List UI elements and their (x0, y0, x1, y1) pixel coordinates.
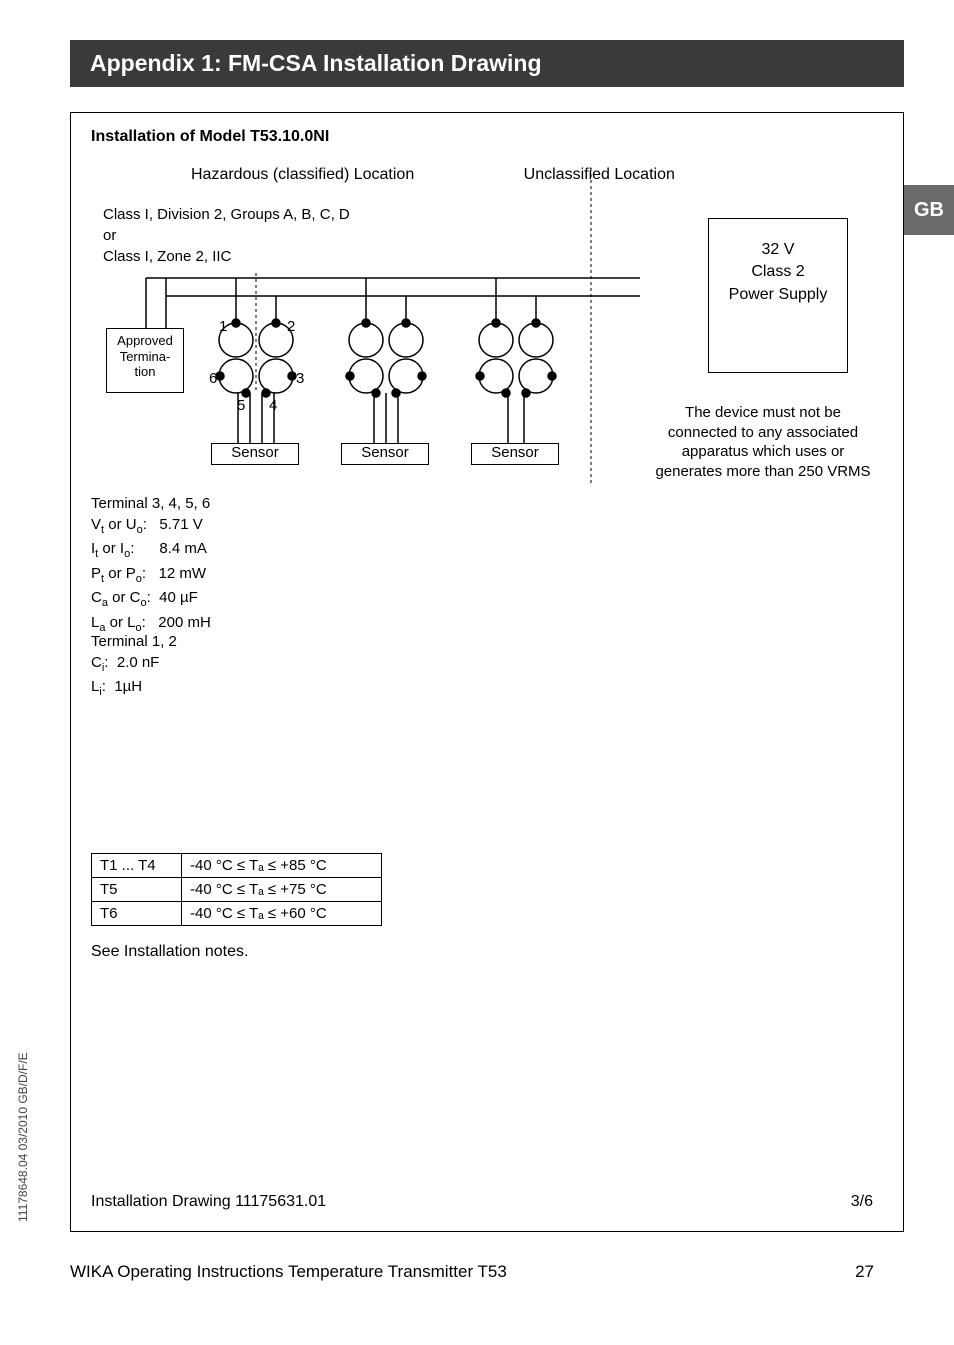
termination-line-2: Termina- (120, 349, 171, 364)
termination-line-1: Approved (117, 333, 173, 348)
document-number-vertical: 11178648.04 03/2010 GB/D/F/E (16, 1052, 30, 1222)
pin-4-label: 4 (269, 397, 277, 414)
footer-title: WIKA Operating Instructions Temperature … (70, 1262, 507, 1282)
pin-1-label: 1 (219, 318, 227, 335)
temp-range-cell: -40 °C ≤ Tₐ ≤ +85 °C (182, 854, 382, 878)
unclassified-label: Unclassified Location (524, 166, 675, 184)
param-row-ca: Ca or Co: 40 µF (91, 587, 211, 611)
see-notes-text: See Installation notes. (91, 943, 248, 961)
param-row-pt: Pt or Po: 12 mW (91, 563, 211, 587)
drawing-frame: Installation of Model T53.10.0NI Hazardo… (70, 112, 904, 1232)
temperature-class-table: T1 ... T4 -40 °C ≤ Tₐ ≤ +85 °C T5 -40 °C… (91, 853, 382, 926)
sensor-box-3: Sensor (471, 443, 559, 465)
termination-box: Approved Termina- tion (106, 328, 184, 393)
pin-3-label: 3 (296, 370, 304, 387)
param-row-vt: Vt or Uo: 5.71 V (91, 514, 211, 538)
page-fraction-label: 3/6 (851, 1193, 873, 1211)
voltage-warning-note: The device must not be connected to any … (653, 403, 873, 481)
termination-line-3: tion (135, 364, 156, 379)
pin-6-label: 6 (209, 370, 217, 387)
params-3456-title: Terminal 3, 4, 5, 6 (91, 493, 211, 514)
ps-class: Class 2 (709, 261, 847, 283)
temp-range-cell: -40 °C ≤ Tₐ ≤ +75 °C (182, 878, 382, 902)
footer-page-number: 27 (855, 1262, 874, 1282)
location-header-row: Hazardous (classified) Location Unclassi… (91, 166, 883, 184)
temp-class-cell: T6 (92, 902, 182, 926)
sensor-box-2: Sensor (341, 443, 429, 465)
drawing-id-label: Installation Drawing 11175631.01 (91, 1193, 326, 1211)
params-12-title: Terminal 1, 2 (91, 631, 177, 652)
language-tab: GB (904, 185, 954, 235)
temp-range-cell: -40 °C ≤ Tₐ ≤ +60 °C (182, 902, 382, 926)
ps-voltage: 32 V (709, 239, 847, 261)
pin-5-label: 5 (237, 397, 245, 414)
page-header: Appendix 1: FM-CSA Installation Drawing (70, 40, 904, 87)
params-terminal-12: Terminal 1, 2 Ci: 2.0 nF Li: 1µH (91, 631, 177, 701)
table-row: T6 -40 °C ≤ Tₐ ≤ +60 °C (92, 902, 382, 926)
table-row: T5 -40 °C ≤ Tₐ ≤ +75 °C (92, 878, 382, 902)
sensor-box-1: Sensor (211, 443, 299, 465)
table-row: T1 ... T4 -40 °C ≤ Tₐ ≤ +85 °C (92, 854, 382, 878)
ps-label: Power Supply (709, 284, 847, 306)
param-row-it: It or Io: 8.4 mA (91, 538, 211, 562)
hazardous-label: Hazardous (classified) Location (191, 166, 414, 184)
pin-2-label: 2 (287, 318, 295, 335)
power-supply-box: 32 V Class 2 Power Supply (708, 218, 848, 373)
temp-class-cell: T5 (92, 878, 182, 902)
param-row-ci: Ci: 2.0 nF (91, 652, 177, 676)
param-row-li: Li: 1µH (91, 676, 177, 700)
params-terminal-3456: Terminal 3, 4, 5, 6 Vt or Uo: 5.71 V It … (91, 493, 211, 636)
drawing-title: Installation of Model T53.10.0NI (91, 128, 883, 146)
temp-class-cell: T1 ... T4 (92, 854, 182, 878)
page-footer: WIKA Operating Instructions Temperature … (70, 1262, 904, 1282)
